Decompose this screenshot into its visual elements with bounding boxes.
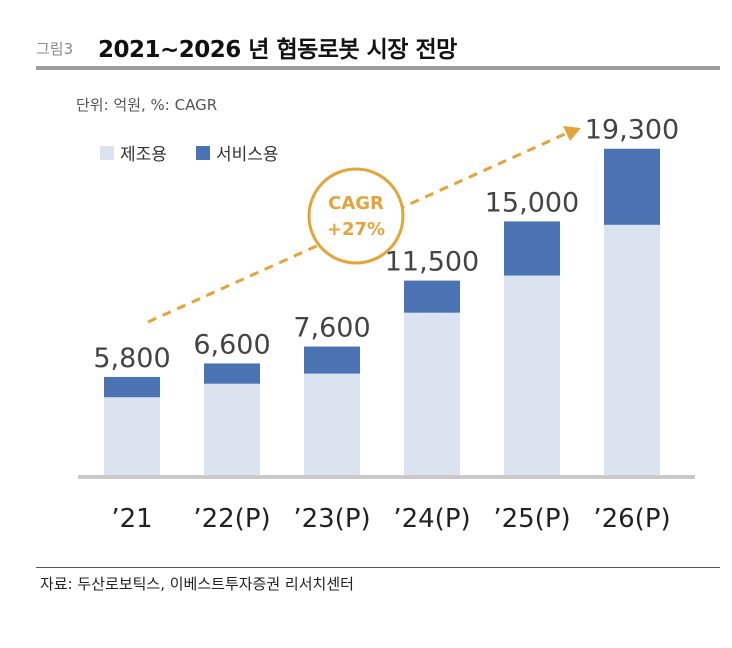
total-label-0: 5,800: [93, 343, 170, 374]
footer-rule: [36, 567, 720, 568]
legend-swatch-service: [196, 146, 210, 160]
unit-label: 단위: 억원, %: CAGR: [76, 96, 217, 114]
bar-service-4: [504, 221, 560, 276]
figure-label: 그림3: [36, 40, 74, 58]
labels: 5,800 ’21 6,600 ’22(P) 7,600 ’23(P) 11,500 ’24(…: [93, 115, 679, 534]
cagr-value: +27%: [327, 219, 385, 240]
x-tick-label-1: ’22(P): [193, 504, 270, 534]
header-rule: [36, 66, 720, 70]
bar-manufacturing-1: [204, 383, 260, 475]
x-tick-label-4: ’25(P): [493, 504, 570, 534]
legend: 제조용 서비스용: [100, 145, 279, 165]
bar-manufacturing-4: [504, 275, 560, 475]
bar-manufacturing-2: [304, 373, 360, 475]
total-label-5: 19,300: [585, 115, 679, 146]
bar-service-1: [204, 363, 260, 384]
legend-label-service: 서비스용: [216, 145, 279, 165]
bar-service-0: [104, 376, 160, 398]
source-note: 자료: 두산로보틱스, 이베스트투자증권 리서치센터: [40, 575, 354, 593]
total-label-1: 6,600: [193, 329, 270, 360]
bar-manufacturing-3: [404, 312, 460, 475]
figure-title: 2021~2026 년 협동로봇 시장 전망: [98, 37, 457, 63]
bar-service-5: [604, 148, 660, 225]
total-label-4: 15,000: [485, 187, 579, 218]
total-label-2: 7,600: [293, 313, 370, 344]
legend-label-manufacturing: 제조용: [120, 145, 167, 165]
cagr-label: CAGR: [328, 193, 384, 214]
bar-manufacturing-5: [604, 224, 660, 475]
bar-service-3: [404, 280, 460, 313]
cagr-trend-arrowhead: [563, 126, 581, 141]
figure-header: 그림3 2021~2026 년 협동로봇 시장 전망: [36, 26, 720, 66]
bars: [104, 148, 660, 475]
legend-swatch-manufacturing: [100, 146, 114, 160]
bar-manufacturing-0: [104, 397, 160, 475]
x-tick-label-2: ’23(P): [293, 504, 370, 534]
x-tick-label-3: ’24(P): [393, 504, 470, 534]
total-label-3: 11,500: [385, 247, 479, 278]
x-tick-label-5: ’26(P): [593, 504, 670, 534]
bar-service-2: [304, 346, 360, 374]
x-tick-label-0: ’21: [111, 504, 152, 534]
cagr-annotation: CAGR +27%: [307, 167, 405, 265]
cagr-circle: [307, 167, 405, 265]
